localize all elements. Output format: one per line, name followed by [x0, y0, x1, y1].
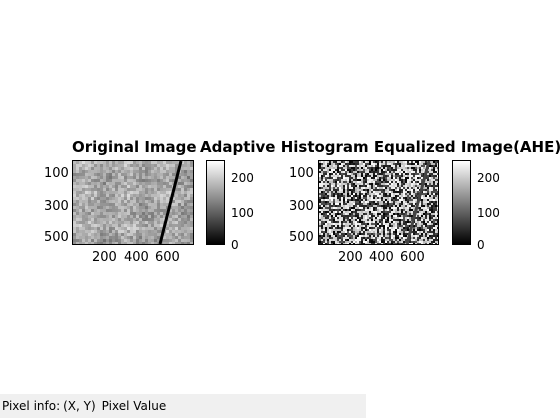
original-y-tick-100: 100 — [44, 166, 69, 181]
ahe-x-tick-600: 600 — [400, 250, 425, 265]
original-colorbar-tick-0: 0 — [231, 238, 239, 252]
ahe-colorbar[interactable] — [452, 160, 471, 245]
original-y-tick-500: 500 — [44, 230, 69, 245]
ahe-image-title: Adaptive Histogram Equalized Image(AHE) — [200, 138, 560, 156]
pixel-info-value-label: Pixel Value — [101, 399, 167, 413]
original-x-tick-400: 400 — [124, 250, 149, 265]
pixel-info-label: Pixel info: — [2, 399, 61, 413]
original-colorbar[interactable] — [206, 160, 225, 245]
pixel-info-status-bar: Pixel info: (X, Y) Pixel Value — [0, 394, 366, 418]
ahe-colorbar-tick-0: 0 — [477, 238, 485, 252]
original-x-tick-600: 600 — [155, 250, 180, 265]
original-colorbar-tick-200: 200 — [231, 171, 254, 185]
ahe-image-axes[interactable] — [318, 160, 439, 245]
ahe-y-tick-500: 500 — [289, 230, 314, 245]
ahe-colorbar-tick-100: 100 — [477, 206, 500, 220]
original-colorbar-tick-100: 100 — [231, 206, 254, 220]
ahe-x-tick-400: 400 — [369, 250, 394, 265]
original-image-title: Original Image — [72, 138, 197, 156]
ahe-y-tick-300: 300 — [289, 199, 314, 214]
ahe-image — [319, 161, 438, 244]
ahe-x-tick-200: 200 — [338, 250, 363, 265]
pixel-info-coords: (X, Y) — [63, 399, 96, 413]
original-y-tick-300: 300 — [44, 199, 69, 214]
original-image-axes[interactable] — [72, 160, 194, 245]
ahe-y-tick-100: 100 — [289, 166, 314, 181]
ahe-colorbar-tick-200: 200 — [477, 171, 500, 185]
original-image — [73, 161, 193, 244]
original-x-tick-200: 200 — [92, 250, 117, 265]
